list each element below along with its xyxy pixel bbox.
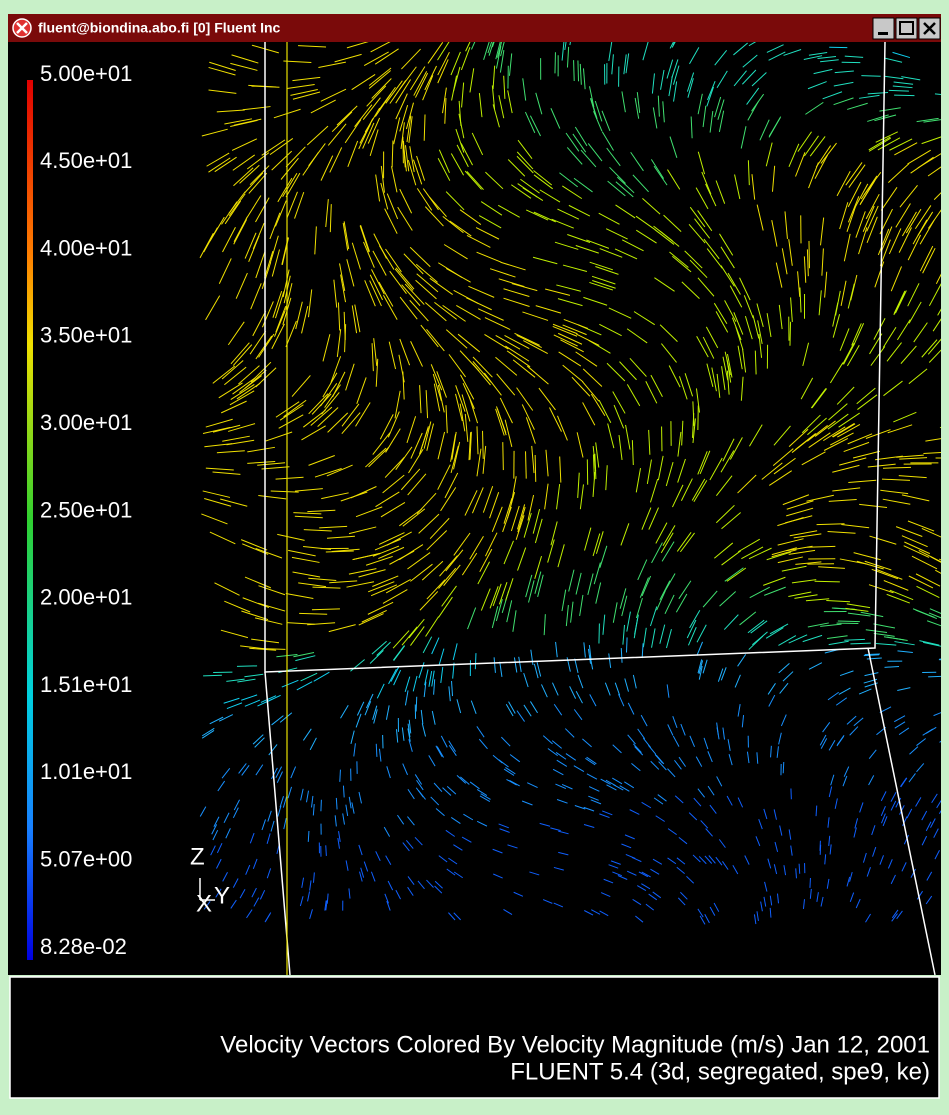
colorbar-label: 3.50e+01	[40, 323, 132, 348]
caption-line-2: FLUENT 5.4 (3d, segregated, spe9, ke)	[510, 1058, 930, 1085]
colorbar-label: 8.28e-02	[40, 934, 127, 959]
velocity-vector	[578, 61, 579, 82]
velocity-vector	[416, 697, 417, 712]
velocity-vector	[928, 676, 942, 677]
colorbar-label: 1.51e+01	[40, 672, 132, 697]
velocity-vector	[799, 864, 800, 874]
colorbar-label: 4.00e+01	[40, 235, 132, 260]
velocity-vector	[308, 831, 309, 842]
axis-y: Y	[214, 882, 230, 909]
velocity-vector	[376, 744, 377, 757]
colorbar-label: 3.00e+01	[40, 410, 132, 435]
velocity-vector	[816, 806, 817, 817]
colorbar-label: 5.00e+01	[40, 61, 132, 86]
velocity-vector	[475, 653, 476, 669]
colorbar-label: 1.01e+01	[40, 759, 132, 784]
velocity-vector	[535, 455, 536, 482]
page: fluent@biondina.abo.fi [0] Fluent Inc 5.…	[0, 0, 949, 1110]
fluent-window: fluent@biondina.abo.fi [0] Fluent Inc 5.…	[0, 0, 949, 1110]
velocity-vector	[626, 637, 627, 652]
velocity-vector	[203, 675, 222, 676]
velocity-vector	[815, 581, 840, 582]
velocity-vector	[838, 621, 860, 622]
velocity-vector	[810, 878, 811, 888]
velocity-vector	[526, 451, 527, 478]
colorbar	[27, 80, 33, 960]
velocity-vector	[483, 431, 484, 459]
colorbar-label: 5.07e+00	[40, 847, 132, 872]
colorbar-label: 2.50e+01	[40, 497, 132, 522]
caption-line-1: Velocity Vectors Colored By Velocity Mag…	[220, 1031, 930, 1058]
window-title: fluent@biondina.abo.fi [0] Fluent Inc	[38, 20, 281, 36]
colorbar-label: 4.50e+01	[40, 148, 132, 173]
velocity-vector	[326, 845, 327, 856]
axis-z: Z	[190, 843, 205, 870]
minimize-button[interactable]	[873, 18, 894, 39]
velocity-vector	[783, 762, 784, 773]
velocity-vector	[861, 76, 880, 77]
colorbar-label: 2.00e+01	[40, 585, 132, 610]
velocity-vector	[503, 442, 504, 470]
velocity-vector	[574, 60, 575, 81]
window-buttons	[873, 18, 940, 39]
velocity-vector	[790, 322, 791, 346]
velocity-vector	[340, 770, 341, 782]
axis-x: X	[196, 890, 212, 917]
